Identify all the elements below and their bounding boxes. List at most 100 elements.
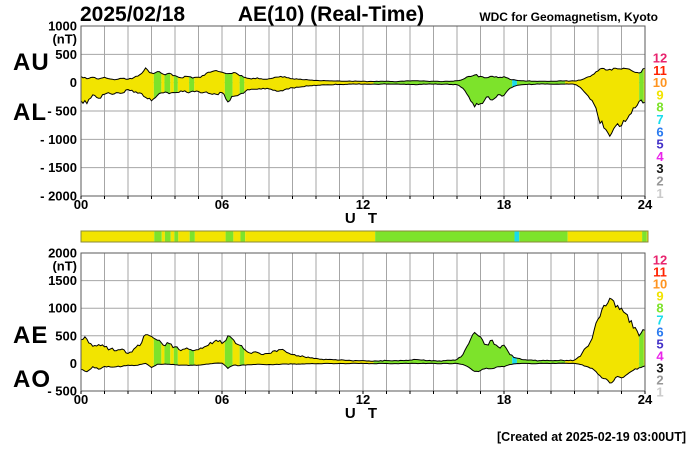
plot-date: 2025/02/18 <box>80 3 186 26</box>
x-tick-label: 12 <box>356 197 370 212</box>
station-count-legend-label: 3 <box>656 361 663 376</box>
band-fill-segment <box>643 298 645 383</box>
band-fill-segment <box>153 298 162 383</box>
availability-bar-segment <box>646 231 648 242</box>
y-tick-label: - 1000 <box>40 132 77 147</box>
band-fill-segment <box>164 298 171 383</box>
station-count-legend-label: 4 <box>656 349 664 364</box>
au-curve <box>80 67 646 83</box>
availability-bar-segment <box>170 231 175 242</box>
station-count-legend-label: 12 <box>653 51 667 66</box>
band-fill-segment <box>161 298 165 383</box>
y-tick-label: 0 <box>70 356 77 371</box>
station-count-legend-label: 12 <box>653 253 667 268</box>
au-series-label: AU <box>13 49 50 76</box>
availability-bar-segment <box>519 231 568 242</box>
data-source-label: WDC for Geomagnetism, Kyoto <box>479 10 658 24</box>
station-count-legend-label: 1 <box>656 385 663 400</box>
station-count-legend-label: 7 <box>656 313 663 328</box>
x-tick-label: 06 <box>215 197 229 212</box>
availability-bar-frame <box>80 230 649 243</box>
al-curve <box>80 83 646 138</box>
x-tick-label: 12 <box>356 392 370 407</box>
created-timestamp: [Created at 2025-02-19 03:00UT] <box>497 430 686 444</box>
availability-bar-segment <box>375 231 515 242</box>
availability-bar-segment <box>233 231 241 242</box>
y-tick-label: - 1500 <box>40 160 77 175</box>
plot-title: AE(10) (Real-Time) <box>237 3 425 26</box>
y-tick-label: 1500 <box>48 273 77 288</box>
ae-series-label: AE <box>13 322 49 349</box>
station-count-legend-label: 4 <box>656 149 664 164</box>
station-count-legend-label: 9 <box>656 87 663 102</box>
availability-bar-segment <box>189 231 195 242</box>
x-tick-label: 24 <box>638 392 653 407</box>
station-count-legend-label: 8 <box>656 301 663 316</box>
band-fill-segment <box>565 298 640 383</box>
availability-bar-segment <box>225 231 234 242</box>
availability-bar-segment <box>81 231 155 242</box>
availability-bar-segment <box>161 231 165 242</box>
availability-bar-segment <box>174 231 179 242</box>
y-tick-label: 1000 <box>48 301 77 316</box>
x-tick-label: 18 <box>497 197 511 212</box>
station-count-legend-label: 3 <box>656 161 663 176</box>
station-count-legend-label: 11 <box>653 265 667 280</box>
band-fill-segment <box>373 298 513 383</box>
x-axis-title: U T <box>345 210 381 227</box>
x-tick-label: 00 <box>74 197 88 212</box>
availability-bar-segment <box>245 231 376 242</box>
x-tick-label: 06 <box>215 392 229 407</box>
availability-bar-segment <box>642 231 647 242</box>
band-fill-segment <box>232 298 240 383</box>
availability-bar-segment <box>194 231 226 242</box>
y-tick-label: 1000 <box>48 19 77 34</box>
band-fill-segment <box>81 298 154 383</box>
x-tick-label: 00 <box>74 392 88 407</box>
y-tick-label: 500 <box>55 47 77 62</box>
ao-curve <box>80 362 646 384</box>
availability-bar-segment <box>240 231 246 242</box>
y-tick-label: - 500 <box>47 384 77 399</box>
y-tick-label: 2000 <box>48 246 77 261</box>
x-tick-label: 18 <box>497 392 511 407</box>
station-count-legend-label: 1 <box>656 186 663 201</box>
ao-series-label: AO <box>13 366 51 393</box>
band-fill-segment <box>639 298 644 383</box>
availability-bar-segment <box>567 231 643 242</box>
availability-bar-segment <box>178 231 190 242</box>
y-tick-label: - 500 <box>47 104 77 119</box>
availability-bar-segment <box>514 231 520 242</box>
al-series-label: AL <box>13 99 47 126</box>
x-axis-title: U T <box>345 405 381 422</box>
band-fill-segment <box>239 298 245 383</box>
y-tick-label: - 2000 <box>40 189 77 204</box>
y-axis-unit-label: (nT) <box>52 32 77 47</box>
station-count-legend-label: 2 <box>656 373 663 388</box>
station-count-legend-label: 6 <box>656 325 663 340</box>
band-fill-segment <box>170 298 174 383</box>
band-fill-segment <box>244 298 374 383</box>
station-count-legend-label: 7 <box>656 112 663 127</box>
station-count-legend-label: 8 <box>656 100 663 115</box>
x-tick-label: 24 <box>638 197 653 212</box>
availability-bar-segment <box>154 231 162 242</box>
band-fill-segment <box>177 298 190 383</box>
band-fill-segment <box>516 298 566 383</box>
station-count-legend-label: 10 <box>653 75 667 90</box>
band-fill-segment <box>189 298 195 383</box>
ae-curve <box>80 297 646 362</box>
band-fill-segment <box>173 298 178 383</box>
availability-bar-segment <box>164 231 171 242</box>
station-count-legend-label: 5 <box>656 337 663 352</box>
station-count-legend-label: 10 <box>653 277 667 292</box>
station-count-legend-label: 5 <box>656 137 663 152</box>
station-count-legend-label: 6 <box>656 124 663 139</box>
y-axis-unit-label: (nT) <box>52 259 77 274</box>
station-count-legend-label: 9 <box>656 289 663 304</box>
band-fill-segment <box>512 298 517 383</box>
y-tick-label: 0 <box>70 75 77 90</box>
station-count-legend-label: 11 <box>653 63 667 78</box>
